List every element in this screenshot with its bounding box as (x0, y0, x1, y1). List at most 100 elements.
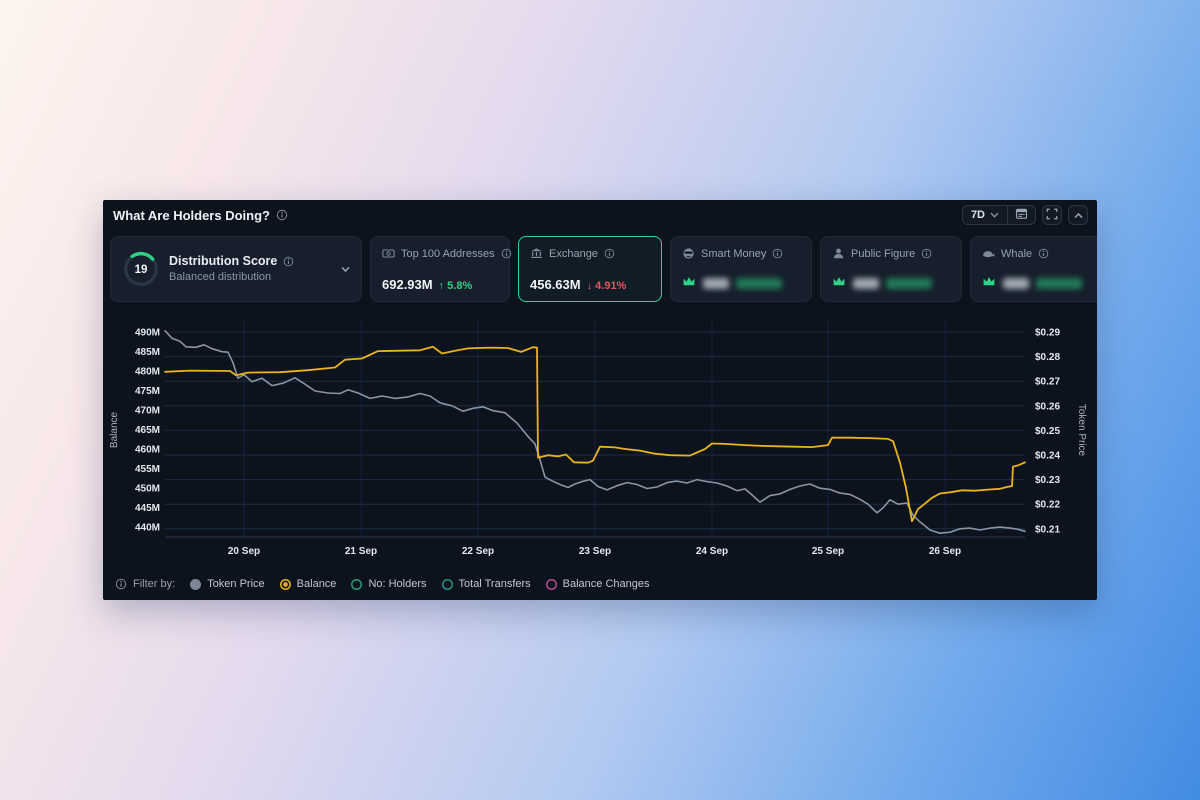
crown-icon (832, 274, 846, 292)
x-tick: 24 Sep (696, 546, 728, 557)
x-tick: 22 Sep (462, 546, 494, 557)
filter-bar: Filter by: Token Price Balance No: Holde… (103, 569, 1097, 599)
blurred-change (1036, 277, 1082, 289)
y-left-tick: 490M (135, 328, 160, 339)
card-value: 456.63M (530, 277, 581, 292)
whale-icon (982, 247, 995, 260)
y-right-tick: $0.29 (1035, 328, 1060, 339)
info-icon[interactable] (115, 578, 127, 590)
blurred-value (853, 277, 879, 289)
y-right-tick: $0.25 (1035, 426, 1060, 437)
blurred-change (886, 277, 932, 289)
crown-icon (682, 274, 696, 292)
y-left-tick: 455M (135, 464, 160, 475)
x-tick: 20 Sep (228, 546, 260, 557)
blurred-value (1003, 277, 1029, 289)
card-public-figure[interactable]: Public Figure (820, 236, 962, 302)
y-left-tick: 440M (135, 523, 160, 534)
y-left-tick: 480M (135, 367, 160, 378)
card-distribution-score[interactable]: 19 Distribution Score Balanced distribut… (110, 236, 362, 302)
chevron-down-icon (990, 212, 999, 218)
card-title: Whale (1001, 247, 1033, 260)
card-title: Exchange (549, 247, 598, 260)
radio-icon (442, 579, 453, 590)
x-tick: 25 Sep (812, 546, 844, 557)
card-title: Top 100 Addresses (401, 247, 495, 260)
chevron-up-icon (1073, 208, 1084, 223)
info-icon[interactable] (276, 209, 288, 221)
card-exchange[interactable]: Exchange 456.63M ↓ 4.91% (518, 236, 662, 302)
distribution-score-value: 19 (135, 264, 148, 276)
radio-icon (190, 578, 202, 590)
filter-option-no-holders[interactable]: No: Holders (351, 578, 426, 590)
card-title: Smart Money (701, 247, 767, 260)
card-change: ↓ 4.91% (586, 280, 627, 292)
info-icon[interactable] (772, 248, 783, 259)
card-title: Public Figure (851, 247, 916, 260)
divider (1007, 206, 1008, 224)
info-icon[interactable] (604, 248, 615, 259)
panel-title: What Are Holders Doing? (113, 207, 270, 223)
distribution-score-gauge: 19 (123, 251, 159, 287)
banknote-icon (382, 247, 395, 260)
y-left-tick: 475M (135, 386, 160, 397)
y-left-tick: 470M (135, 406, 160, 417)
radio-icon (546, 579, 557, 590)
radio-icon (351, 579, 362, 590)
y-right-axis-title: Token Price (1076, 404, 1087, 457)
crown-icon (982, 274, 996, 292)
card-top-100-addresses[interactable]: Top 100 Addresses 692.93M ↑ 5.8% (370, 236, 512, 302)
calendar-button[interactable] (1008, 206, 1035, 224)
card-whale[interactable]: Whale (970, 236, 1097, 302)
stat-cards-row: 19 Distribution Score Balanced distribut… (103, 230, 1097, 302)
y-right-tick: $0.26 (1035, 401, 1060, 412)
person-icon (832, 247, 845, 260)
expand-button[interactable] (1042, 205, 1062, 225)
chevron-down-icon[interactable] (340, 265, 351, 273)
info-icon[interactable] (1038, 248, 1049, 259)
range-label: 7D (970, 209, 985, 221)
y-left-tick: 465M (135, 425, 160, 436)
holders-panel: What Are Holders Doing? 7D (103, 200, 1097, 600)
panel-header: What Are Holders Doing? 7D (103, 200, 1097, 230)
y-right-tick: $0.28 (1035, 352, 1060, 363)
holders-chart[interactable]: 490M 485M 480M 475M 470M 465M 460M 455M 450M 445M… (103, 310, 1097, 568)
distribution-score-subtitle: Balanced distribution (169, 271, 272, 284)
y-left-axis-title: Balance (109, 411, 120, 448)
y-right-tick: $0.22 (1035, 500, 1060, 511)
calendar-icon (1015, 207, 1028, 223)
radio-icon (279, 578, 291, 590)
y-left-tick: 485M (135, 347, 160, 358)
filter-option-balance[interactable]: Balance (279, 578, 336, 590)
y-left-tick: 450M (135, 484, 160, 495)
x-tick: 26 Sep (929, 546, 961, 557)
series-token-price (164, 329, 1026, 534)
y-right-tick: $0.27 (1035, 377, 1060, 388)
card-value: 692.93M (382, 277, 433, 292)
filter-option-token-price[interactable]: Token Price (190, 578, 265, 590)
range-dropdown[interactable]: 7D (963, 206, 1007, 224)
y-left-tick: 460M (135, 445, 160, 456)
info-icon[interactable] (921, 248, 932, 259)
x-tick: 23 Sep (579, 546, 611, 557)
y-right-tick: $0.21 (1035, 524, 1060, 535)
x-tick: 21 Sep (345, 546, 377, 557)
collapse-button[interactable] (1068, 205, 1088, 225)
y-right-tick: $0.24 (1035, 451, 1060, 462)
bank-icon (530, 247, 543, 260)
info-icon[interactable] (283, 256, 294, 267)
series-balance (164, 345, 1026, 523)
fullscreen-icon (1046, 208, 1058, 223)
filter-by-label: Filter by: (133, 578, 176, 590)
y-left-tick: 445M (135, 503, 160, 514)
filter-option-balance-changes[interactable]: Balance Changes (546, 578, 650, 590)
card-smart-money[interactable]: Smart Money (670, 236, 812, 302)
blurred-change (736, 277, 782, 289)
y-right-tick: $0.23 (1035, 475, 1060, 486)
distribution-score-title: Distribution Score (169, 253, 278, 268)
smart-money-face-icon (682, 247, 695, 260)
info-icon[interactable] (501, 248, 512, 259)
filter-option-total-transfers[interactable]: Total Transfers (442, 578, 531, 590)
card-change: ↑ 5.8% (438, 280, 473, 292)
